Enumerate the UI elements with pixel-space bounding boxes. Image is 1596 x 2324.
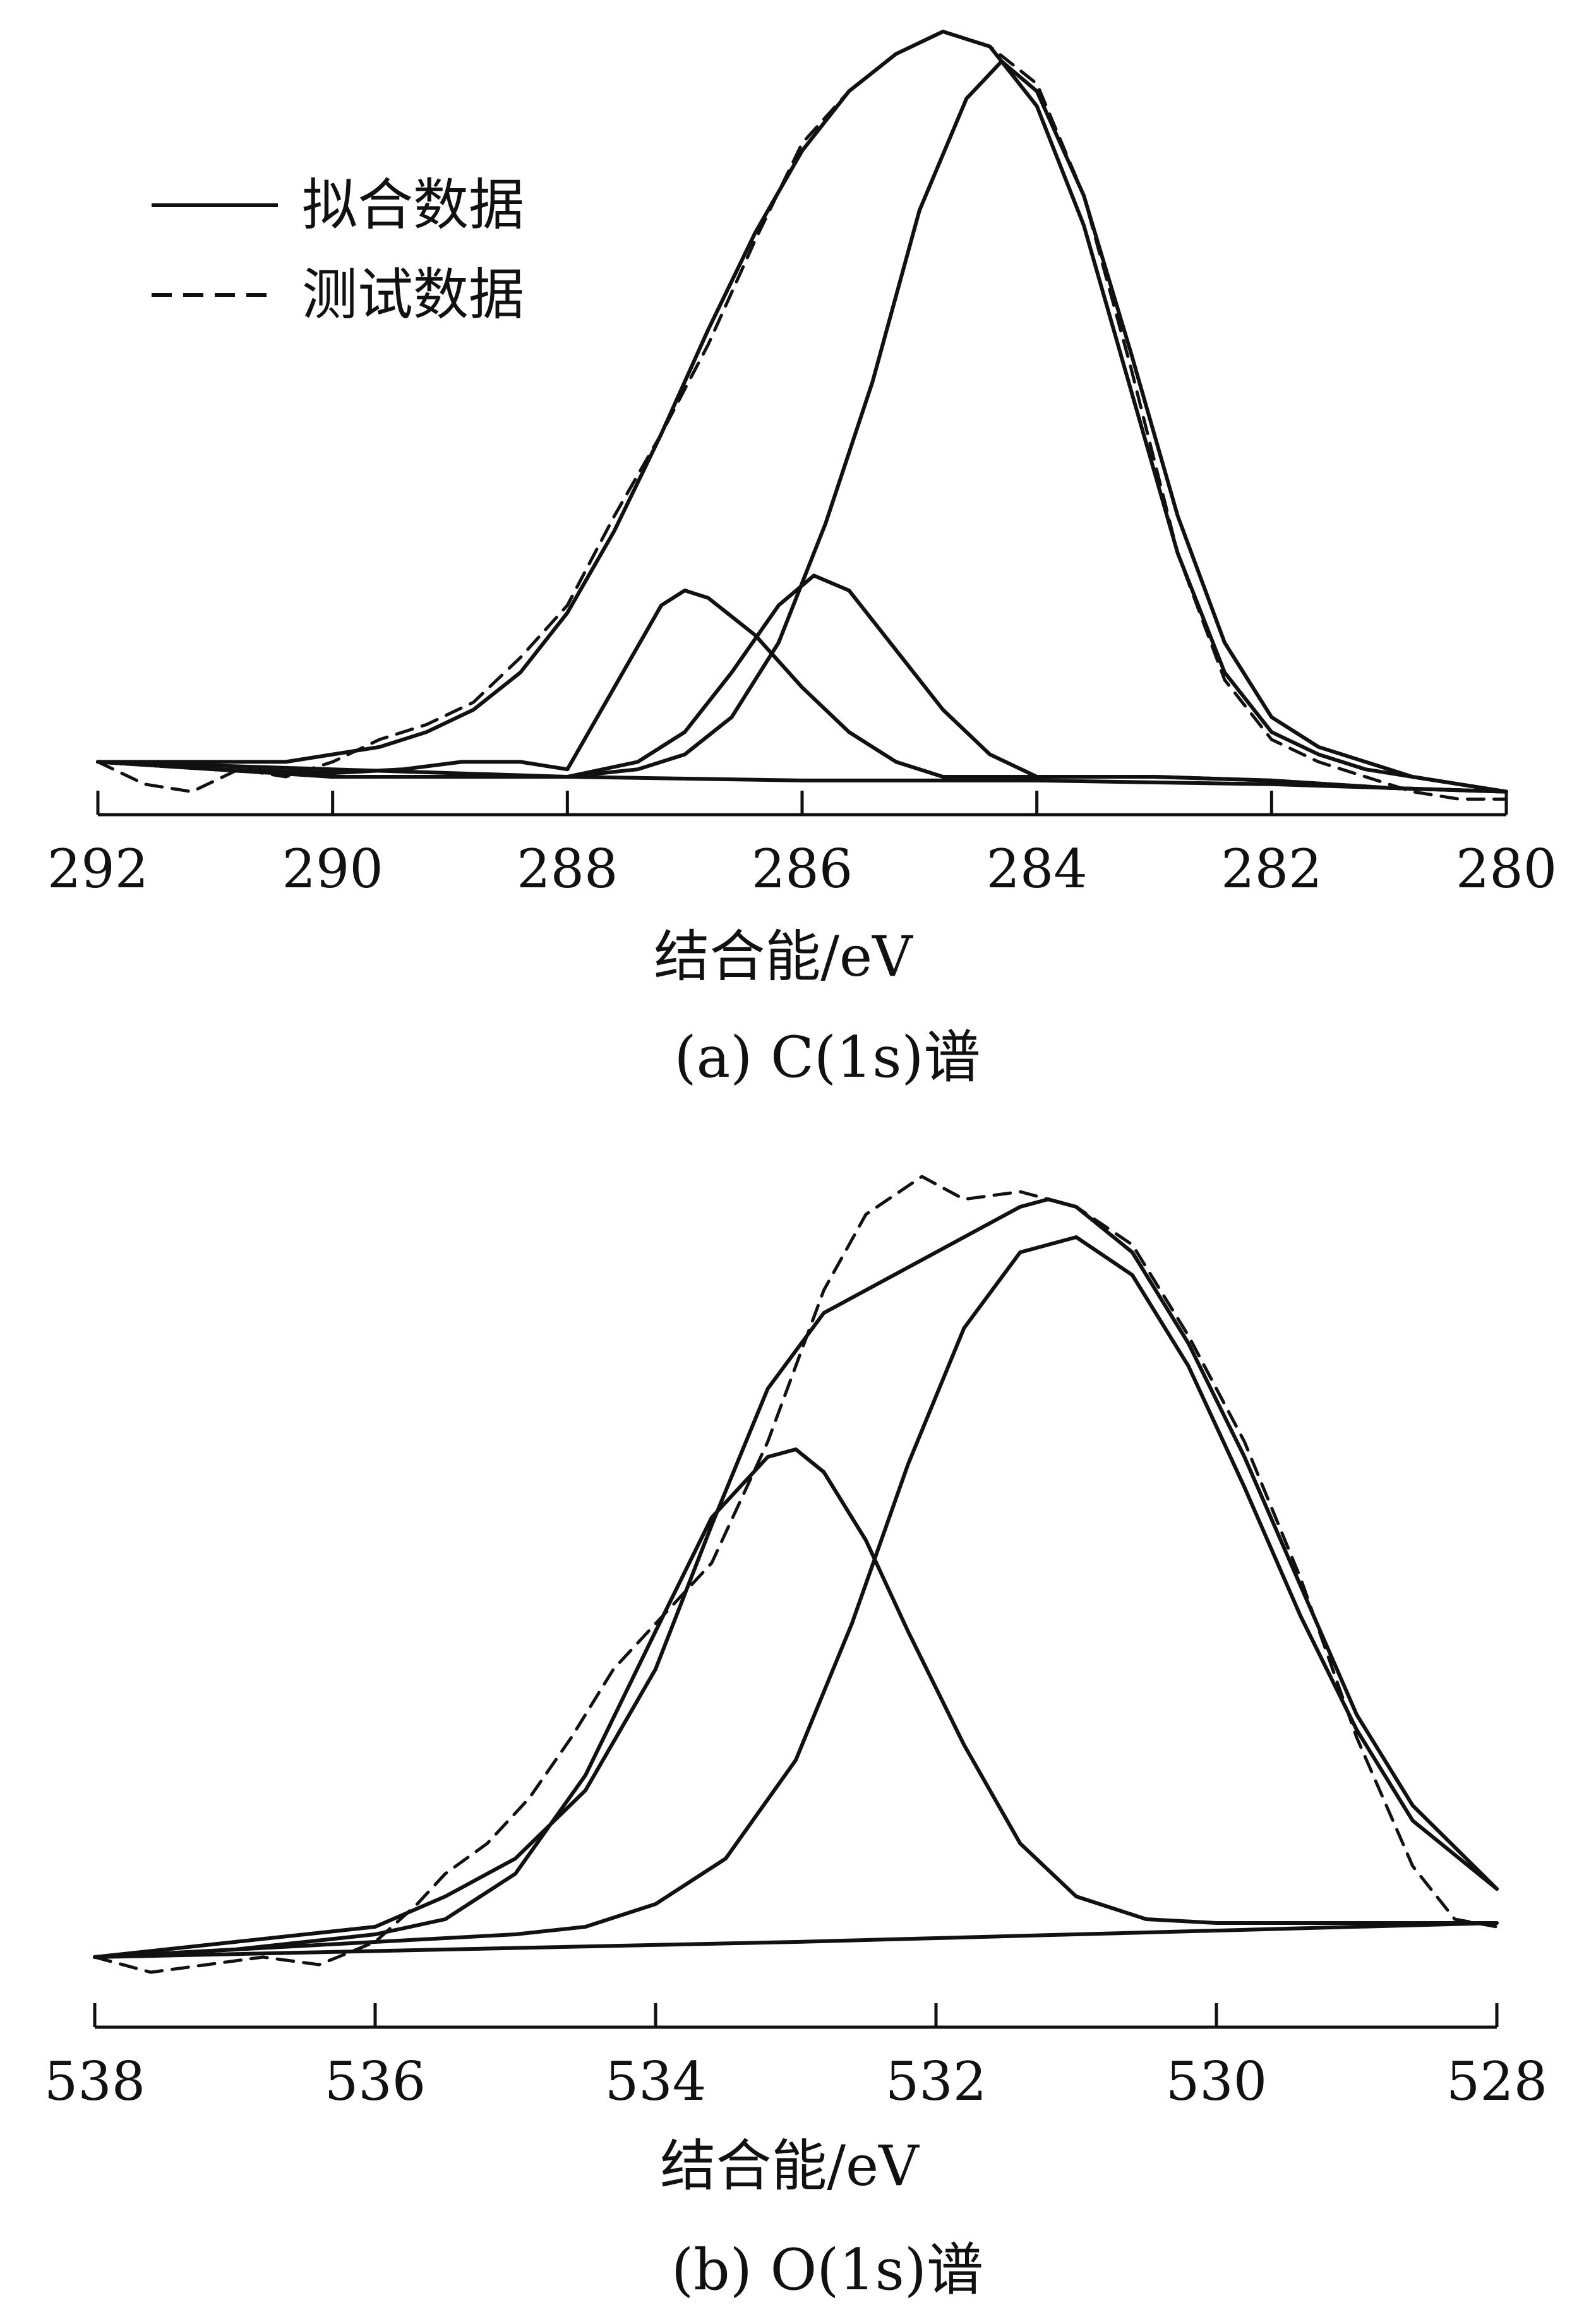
measured-curve-o1s-0: [93, 1175, 1499, 1974]
legend: 拟合数据 测试数据: [152, 172, 524, 327]
plot-area-c1s: [96, 30, 1508, 801]
x-axis-c1s: 292 290 288 286 284 282 280: [47, 791, 1557, 900]
x-tick-label-c1s: 288: [517, 838, 618, 900]
caption-o1s: (b) O(1s)谱: [671, 2237, 983, 2303]
panel-o1s: 538 536 534 532 530 528 结合能/eV (b) O(1s)谱: [44, 1175, 1547, 2303]
x-axis-o1s: 538 536 534 532 530 528: [44, 2003, 1547, 2112]
x-tick-label-o1s: 530: [1166, 2051, 1267, 2112]
fitted-component-c1s-5: [96, 760, 1508, 794]
legend-measured-label: 测试数据: [302, 262, 524, 327]
x-tick-label-o1s: 534: [605, 2051, 706, 2112]
x-tick-label-c1s: 286: [752, 838, 853, 900]
x-tick-label-c1s: 292: [47, 838, 148, 900]
x-tick-label-c1s: 290: [282, 838, 383, 900]
x-tick-label-o1s: 536: [325, 2051, 426, 2112]
x-tick-label-c1s: 284: [986, 838, 1087, 900]
fitted-component-o1s-3: [93, 1235, 1499, 1959]
x-axis-title-o1s: 结合能/eV: [660, 2133, 920, 2198]
measured-curve-c1s-0: [96, 30, 1508, 801]
fitted-component-o1s-4: [93, 1921, 1499, 1959]
fitted-envelope-c1s-1: [96, 30, 1508, 794]
plot-area-o1s: [93, 1175, 1499, 1974]
x-tick-label-o1s: 528: [1446, 2051, 1547, 2112]
fitted-component-o1s-2: [93, 1447, 1499, 1959]
x-tick-label-o1s: 538: [44, 2051, 145, 2112]
fitted-component-c1s-2: [96, 589, 1508, 794]
x-axis-title-c1s: 结合能/eV: [654, 924, 913, 989]
x-tick-label-c1s: 280: [1456, 838, 1557, 900]
fitted-component-c1s-4: [96, 59, 1508, 794]
x-tick-label-c1s: 282: [1221, 838, 1322, 900]
legend-fitted-label: 拟合数据: [302, 172, 524, 237]
x-tick-label-o1s: 532: [885, 2051, 987, 2112]
panel-c1s: 292 290 288 286 284 282 280 拟合数据 测试数据 结合能/eV (…: [47, 30, 1557, 1091]
fitted-envelope-o1s-1: [93, 1197, 1499, 1959]
caption-c1s: (a) C(1s)谱: [674, 1024, 980, 1091]
